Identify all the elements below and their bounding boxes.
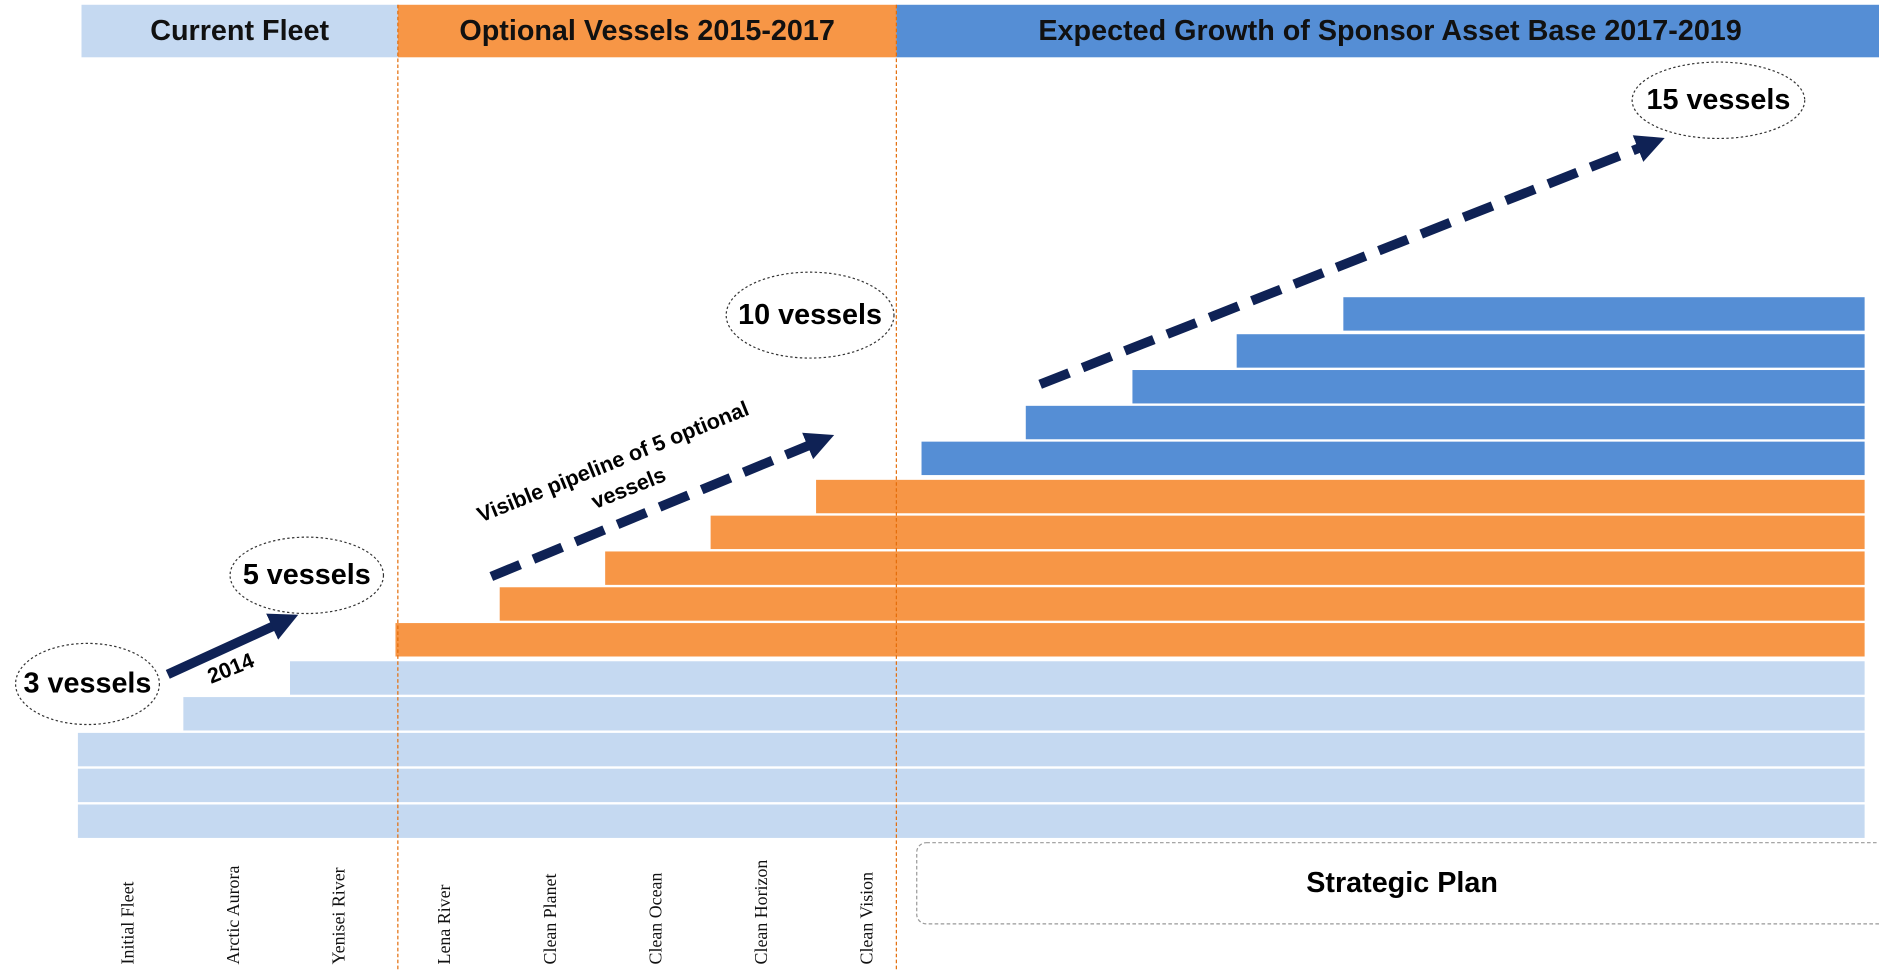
arrow-label: Visible pipeline of 5 optional — [474, 397, 753, 528]
milestone-ellipse — [725, 271, 895, 359]
vessel-labels: Initial Fleet Arctic Aurora Yenisei River L… — [118, 860, 877, 965]
bar — [1025, 405, 1865, 440]
bar — [183, 697, 1865, 731]
bar — [605, 551, 1865, 585]
milestone-ellipse — [229, 536, 385, 615]
plan-box — [916, 842, 1879, 925]
section-title: Optional Vessels 2015-2017 — [459, 15, 835, 47]
vessel-name: Clean Vision — [857, 872, 877, 965]
bar — [77, 768, 1865, 803]
milestone: 15 vessels — [1646, 84, 1790, 116]
section-header — [81, 4, 398, 58]
section-header — [397, 4, 897, 58]
bar — [395, 623, 1865, 657]
bar — [1343, 297, 1865, 331]
plan-label: Strategic Plan — [1306, 867, 1498, 899]
bar — [499, 587, 1865, 621]
arrow — [1038, 135, 1665, 389]
section-title: Current Fleet — [150, 15, 329, 47]
section-header — [896, 4, 1879, 58]
bar — [816, 479, 1865, 514]
bar — [77, 804, 1865, 838]
milestone: 10 vessels — [738, 299, 882, 331]
vessel-name: Yenisei River — [329, 867, 349, 964]
bar — [710, 515, 1865, 550]
vessel-name: Arctic Aurora — [223, 866, 243, 965]
bar — [1236, 334, 1865, 368]
milestone: 5 vessels — [243, 559, 371, 591]
vessel-name: Initial Fleet — [118, 881, 138, 964]
bar — [921, 441, 1865, 476]
milestone-ellipse — [14, 642, 160, 726]
bar — [77, 732, 1865, 767]
vessel-name: Lena River — [434, 884, 454, 964]
vessel-name: Clean Horizon — [751, 860, 771, 965]
vessel-name: Clean Planet — [540, 874, 560, 965]
arrow — [165, 613, 299, 679]
milestone: 3 vessels — [24, 668, 152, 700]
bar — [1132, 370, 1865, 404]
arrow — [489, 432, 835, 581]
section-title: Expected Growth of Sponsor Asset Base 20… — [1038, 15, 1741, 47]
bar — [289, 661, 1865, 695]
vessel-name: Clean Ocean — [645, 873, 665, 965]
milestone-ellipse — [1631, 61, 1806, 140]
bars — [77, 297, 1865, 838]
